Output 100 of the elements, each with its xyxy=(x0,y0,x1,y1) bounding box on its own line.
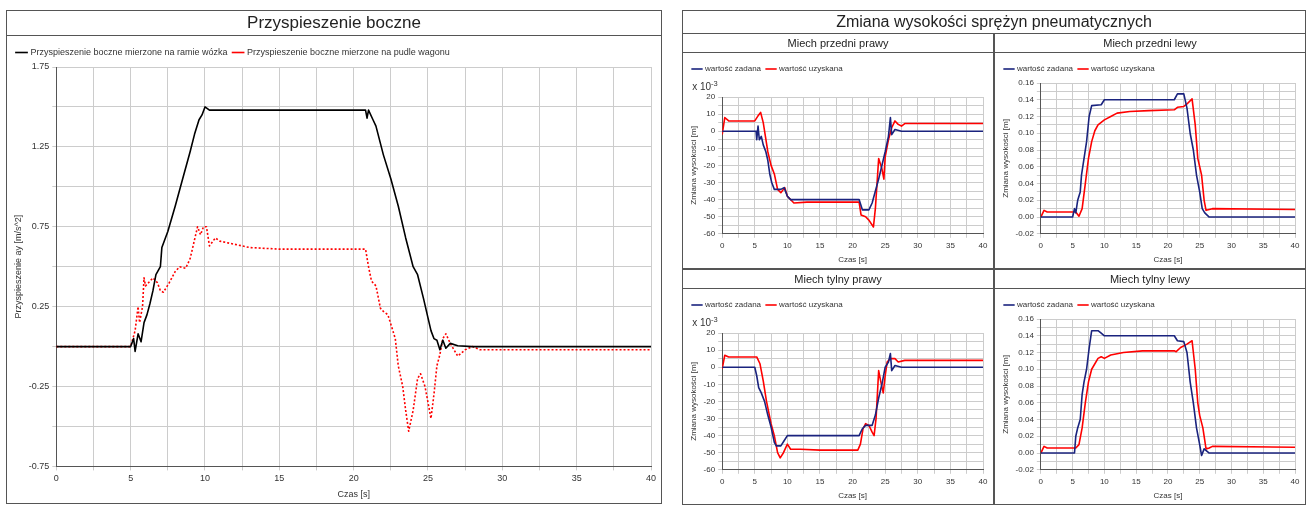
y-tick-label: 10 xyxy=(706,109,716,119)
chart-title: Miech tylny prawy xyxy=(683,270,993,289)
y-axis-title: Zmiana wysokości [m] xyxy=(689,126,698,205)
x-tick-label: 5 xyxy=(752,476,758,486)
x-tick-label: 20 xyxy=(1163,240,1173,250)
y-tick-label: 0.06 xyxy=(1018,397,1035,407)
x-tick-label: 15 xyxy=(274,473,285,484)
y-tick-label: 0.16 xyxy=(1018,78,1035,88)
x-tick-label: 10 xyxy=(1099,240,1110,250)
y-tick-label: -40 xyxy=(703,430,716,440)
y-tick-label: 1.75 xyxy=(31,61,50,72)
y-tick-label: 0.00 xyxy=(1018,448,1035,458)
x-tick-label: 35 xyxy=(945,240,956,250)
x-tick-label: 0 xyxy=(53,473,59,484)
x-tick-label: 30 xyxy=(497,473,508,484)
y-tick-label: -20 xyxy=(703,396,716,406)
x-tick-label: 40 xyxy=(645,473,657,484)
x-tick-label: 25 xyxy=(880,476,891,486)
legend-label: wartość uzyskana xyxy=(778,64,844,74)
legend-label: wartość zadana xyxy=(704,64,762,74)
y-tick-label: -50 xyxy=(703,447,716,457)
y-tick-label: 10 xyxy=(706,345,716,355)
x-tick-label: 30 xyxy=(913,476,923,486)
y-tick-label: -30 xyxy=(703,413,716,423)
y-tick-label: 0.02 xyxy=(1018,431,1035,441)
x-tick-label: 20 xyxy=(848,240,858,250)
y-tick-label: 20 xyxy=(706,328,716,338)
y-tick-label: -60 xyxy=(703,465,716,474)
y-tick-label: 0.06 xyxy=(1018,161,1035,171)
legend-label: wartość zadana xyxy=(1016,300,1074,310)
x-tick-label: 30 xyxy=(913,240,923,250)
y-axis-title: Zmiana wysokości [m] xyxy=(1001,119,1010,198)
x-tick-label: 10 xyxy=(782,240,793,250)
y-tick-label: -50 xyxy=(703,211,716,221)
y-tick-label: -0.25 xyxy=(28,381,50,391)
x-tick-label: 35 xyxy=(945,476,956,486)
x-tick-label: 40 xyxy=(978,476,988,486)
y-tick-label: 0.16 xyxy=(1018,314,1035,324)
y-tick-label: -10 xyxy=(703,379,716,389)
y-tick-label: -0.02 xyxy=(1015,229,1035,238)
y-tick-label: -10 xyxy=(703,143,716,153)
x-tick-label: 35 xyxy=(1258,476,1269,486)
y-tick-label: 0.08 xyxy=(1018,381,1035,391)
y-tick-label: -0.02 xyxy=(1015,465,1035,474)
y-tick-label: -0.75 xyxy=(28,460,50,471)
x-tick-label: 0 xyxy=(1038,240,1044,250)
y-tick-label: 0.02 xyxy=(1018,195,1035,205)
y-tick-label: 0.10 xyxy=(1018,364,1035,374)
x-axis-title: Czas [s] xyxy=(838,255,868,265)
y-tick-label: 0.14 xyxy=(1018,330,1035,340)
x-tick-label: 5 xyxy=(752,240,758,250)
x-tick-label: 40 xyxy=(1290,240,1300,250)
x-axis-title: Czas [s] xyxy=(838,491,868,501)
x-tick-label: 15 xyxy=(1131,476,1142,486)
y-tick-label: -30 xyxy=(703,177,716,187)
y-tick-label: 0 xyxy=(710,126,716,136)
x-tick-label: 20 xyxy=(848,476,858,486)
y-tick-label: 0.10 xyxy=(1018,128,1035,138)
chart-title: Przyspieszenie boczne xyxy=(7,11,661,36)
y-tick-label: 20 xyxy=(706,92,716,102)
x-tick-label: 10 xyxy=(782,476,793,486)
y-axis-title: Zmiana wysokości [m] xyxy=(1001,355,1010,434)
x-tick-label: 0 xyxy=(719,476,725,486)
y-axis-title: Zmiana wysokości [m] xyxy=(689,362,698,441)
x-tick-label: 5 xyxy=(1070,240,1076,250)
y-tick-label: 0.12 xyxy=(1018,347,1035,357)
x-tick-label: 10 xyxy=(1099,476,1110,486)
x-tick-label: 25 xyxy=(1195,240,1205,250)
y-tick-label: -20 xyxy=(703,160,716,170)
legend-label: wartość zadana xyxy=(1016,64,1074,74)
legend-label: wartość uzyskana xyxy=(778,300,844,310)
y-tick-label: -60 xyxy=(703,229,716,238)
x-tick-label: 25 xyxy=(880,240,891,250)
x-tick-label: 5 xyxy=(128,473,134,484)
x-tick-label: 15 xyxy=(1131,240,1142,250)
legend-label: wartość uzyskana xyxy=(1090,64,1156,74)
y-tick-label: 0 xyxy=(710,362,716,372)
y-tick-label: 0.12 xyxy=(1018,111,1035,121)
legend-label: Przyspieszenie boczne mierzone na ramie wózka xyxy=(30,46,228,57)
y-tick-label: 0.25 xyxy=(31,301,50,312)
x-tick-label: 15 xyxy=(815,476,825,486)
x-tick-label: 30 xyxy=(1227,240,1237,250)
x-tick-label: 15 xyxy=(815,240,825,250)
x-axis-title: Czas [s] xyxy=(337,489,370,500)
text: Zmiana wysokości sprężyn pneumatycznych xyxy=(682,10,1306,33)
x-tick-label: 0 xyxy=(1038,476,1044,486)
x-tick-label: 25 xyxy=(1195,476,1205,486)
y-tick-label: 0.04 xyxy=(1018,414,1035,424)
y-tick-label: 0.14 xyxy=(1018,94,1035,104)
x-tick-label: 20 xyxy=(1163,476,1173,486)
chart-title: Miech przedni lewy xyxy=(995,34,1305,53)
chart-title: Miech tylny lewy xyxy=(995,270,1305,289)
x-axis-title: Czas [s] xyxy=(1153,491,1183,501)
x-tick-label: 0 xyxy=(719,240,725,250)
x-tick-label: 40 xyxy=(978,240,988,250)
y-tick-label: 0.08 xyxy=(1018,145,1035,155)
x-tick-label: 20 xyxy=(348,473,359,484)
x-tick-label: 10 xyxy=(199,473,210,484)
y-tick-label: 1.25 xyxy=(31,141,50,152)
legend-label: wartość uzyskana xyxy=(1090,300,1156,310)
